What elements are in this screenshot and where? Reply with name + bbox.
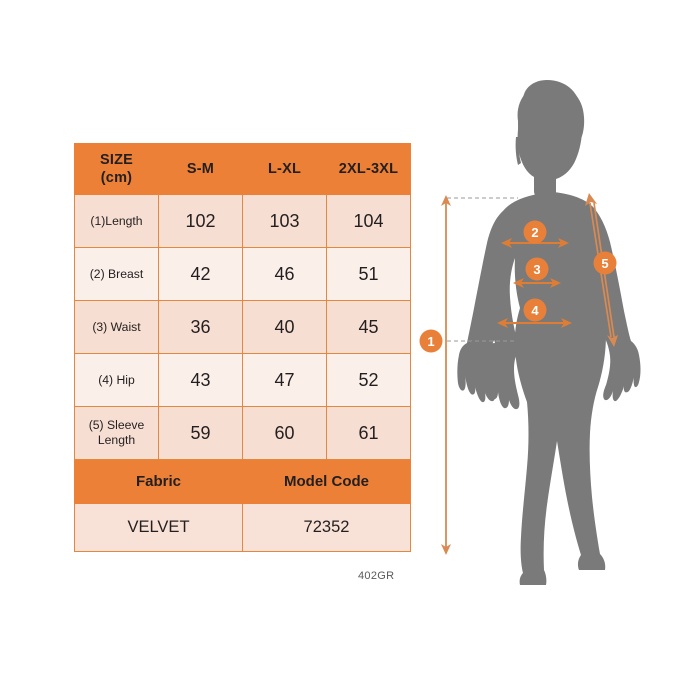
table-footer-value-row: VELVET 72352 — [74, 503, 411, 552]
header-model-code: Model Code — [242, 459, 411, 504]
row-label-hip: (4) Hip — [74, 353, 159, 407]
header-fabric: Fabric — [74, 459, 243, 504]
table-row: (1)Length 102 103 104 — [74, 194, 411, 248]
arrowhead-sleeve-bottom — [607, 335, 618, 347]
arrowhead-breast-right — [558, 238, 569, 248]
table-row: (3) Waist 36 40 45 — [74, 300, 411, 354]
cell-length-lxl: 103 — [242, 194, 327, 248]
value-model-code: 72352 — [242, 503, 411, 552]
badge-marker-4: 4 — [523, 298, 547, 322]
badge-marker-2: 2 — [523, 220, 547, 244]
measurement-badges: 1 2 3 4 5 — [419, 220, 617, 353]
badge-label-4: 4 — [531, 303, 539, 318]
arrowhead-sleeve-top — [585, 193, 597, 206]
badge-marker-1: 1 — [419, 329, 443, 353]
arrowhead-length-bottom — [441, 544, 451, 555]
table-footer-header-row: Fabric Model Code — [74, 459, 411, 504]
badge-label-1: 1 — [427, 334, 434, 349]
header-col-sm: S-M — [158, 143, 243, 195]
cell-sleeve-lxl: 60 — [242, 406, 327, 460]
cell-hip-2xl3xl: 52 — [326, 353, 411, 407]
cell-length-2xl3xl: 104 — [326, 194, 411, 248]
cell-length-sm: 102 — [158, 194, 243, 248]
table-header-row: SIZE (cm) S-M L-XL 2XL-3XL — [74, 143, 411, 195]
cell-waist-lxl: 40 — [242, 300, 327, 354]
size-chart-table: SIZE (cm) S-M L-XL 2XL-3XL (1)Length 102… — [74, 143, 411, 552]
badge-label-2: 2 — [531, 225, 538, 240]
row-label-sleeve-line1: (5) Sleeve — [88, 418, 145, 433]
header-size-line2: (cm) — [100, 170, 133, 186]
body-measurement-diagram: 1 2 3 4 5 — [415, 75, 670, 590]
cell-hip-lxl: 47 — [242, 353, 327, 407]
row-label-waist: (3) Waist — [74, 300, 159, 354]
value-fabric: VELVET — [74, 503, 243, 552]
row-label-sleeve-line2: Length — [97, 433, 136, 447]
badge-marker-5: 5 — [593, 251, 617, 275]
header-col-2xl3xl: 2XL-3XL — [326, 143, 411, 195]
row-label-sleeve-length: (5) Sleeve Length — [74, 406, 159, 460]
header-col-lxl: L-XL — [242, 143, 327, 195]
cell-breast-sm: 42 — [158, 247, 243, 301]
table-row: (5) Sleeve Length 59 60 61 — [74, 406, 411, 460]
badge-label-5: 5 — [601, 256, 608, 271]
header-size-line1: SIZE — [99, 151, 134, 168]
cell-hip-sm: 43 — [158, 353, 243, 407]
table-row: (2) Breast 42 46 51 — [74, 247, 411, 301]
model-reference-code: 402GR — [358, 570, 395, 582]
badge-label-3: 3 — [533, 262, 540, 277]
cell-sleeve-sm: 59 — [158, 406, 243, 460]
arrowhead-waist-right — [550, 278, 561, 288]
cell-waist-sm: 36 — [158, 300, 243, 354]
arrowhead-breast-left — [501, 238, 512, 248]
cell-sleeve-2xl3xl: 61 — [326, 406, 411, 460]
cell-breast-2xl3xl: 51 — [326, 247, 411, 301]
table-row: (4) Hip 43 47 52 — [74, 353, 411, 407]
header-size-cm: SIZE (cm) — [74, 143, 159, 195]
row-label-breast: (2) Breast — [74, 247, 159, 301]
arrowhead-waist-left — [513, 278, 524, 288]
cell-breast-lxl: 46 — [242, 247, 327, 301]
arrowhead-hip-left — [497, 318, 508, 328]
row-label-length: (1)Length — [74, 194, 159, 248]
badge-marker-3: 3 — [525, 257, 549, 281]
arrowhead-length-top — [441, 195, 451, 206]
cell-waist-2xl3xl: 45 — [326, 300, 411, 354]
arrowhead-hip-right — [561, 318, 572, 328]
